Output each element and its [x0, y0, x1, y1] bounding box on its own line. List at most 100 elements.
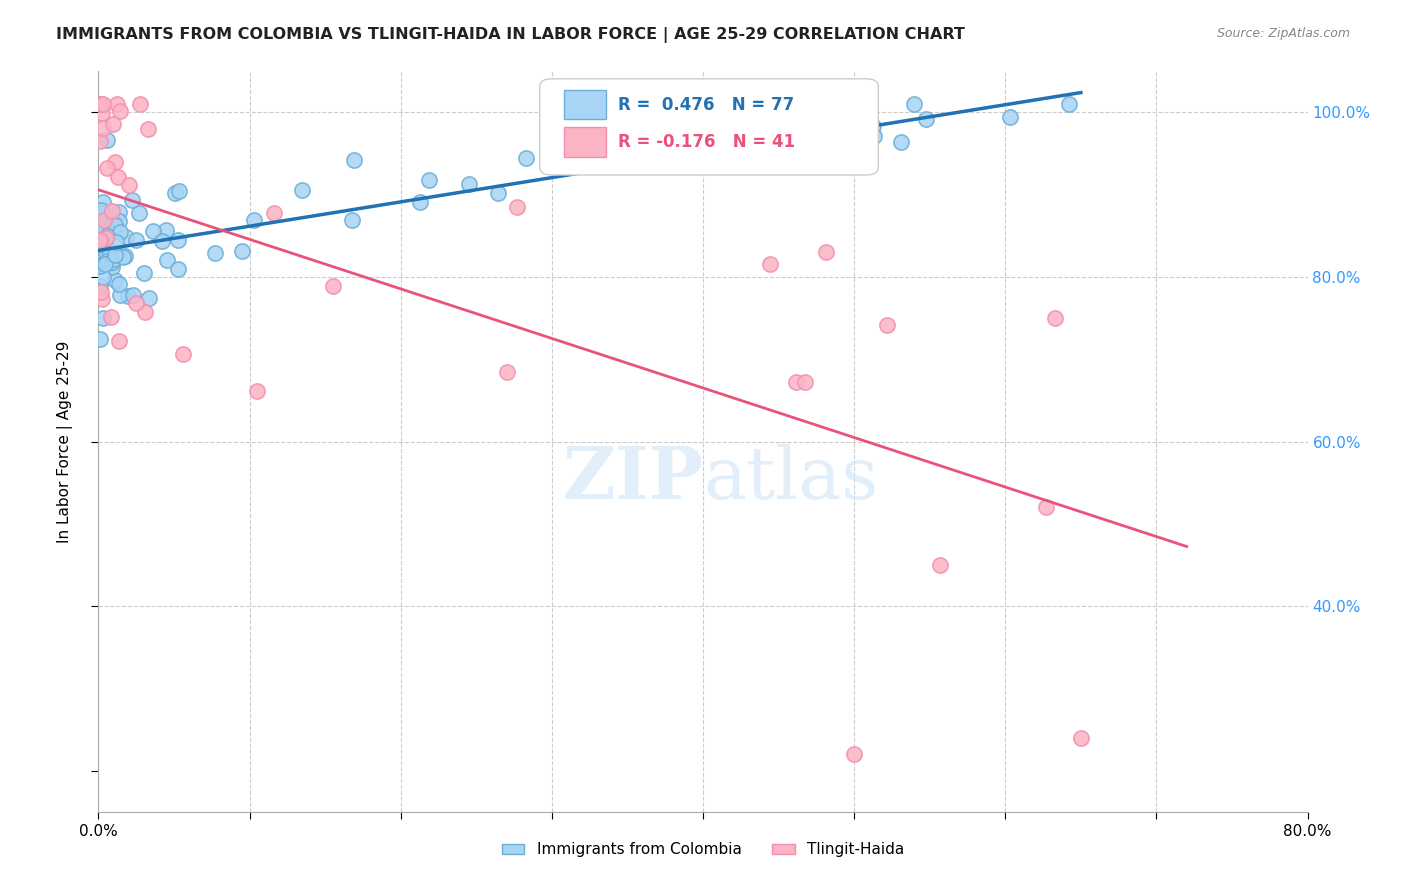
Immigrants from Colombia	[128, 206, 150, 220]
Immigrants from Colombia	[824, 107, 846, 121]
Immigrants from Colombia	[107, 249, 129, 263]
Tlingit-Haida	[89, 134, 111, 148]
Immigrants from Colombia	[108, 205, 131, 219]
Immigrants from Colombia	[166, 233, 188, 247]
Tlingit-Haida	[125, 295, 148, 310]
Immigrants from Colombia	[104, 248, 127, 262]
Tlingit-Haida	[107, 169, 129, 184]
Immigrants from Colombia	[903, 97, 925, 112]
Immigrants from Colombia	[863, 128, 886, 143]
Tlingit-Haida	[929, 558, 952, 572]
Immigrants from Colombia	[100, 255, 122, 269]
Tlingit-Haida	[89, 233, 111, 247]
Immigrants from Colombia	[100, 256, 122, 270]
Tlingit-Haida	[876, 318, 898, 332]
Legend: Immigrants from Colombia, Tlingit-Haida: Immigrants from Colombia, Tlingit-Haida	[495, 836, 911, 863]
Tlingit-Haida	[93, 97, 115, 112]
Immigrants from Colombia	[93, 270, 115, 285]
Text: atlas: atlas	[703, 443, 879, 514]
Tlingit-Haida	[94, 231, 117, 245]
Immigrants from Colombia	[90, 211, 112, 225]
Immigrants from Colombia	[458, 177, 481, 191]
Immigrants from Colombia	[115, 230, 138, 244]
Immigrants from Colombia	[91, 311, 114, 326]
Immigrants from Colombia	[89, 259, 111, 273]
Immigrants from Colombia	[104, 218, 127, 232]
Immigrants from Colombia	[862, 119, 884, 133]
Immigrants from Colombia	[90, 202, 112, 217]
Bar	[564, 90, 606, 120]
Tlingit-Haida	[91, 120, 114, 135]
Tlingit-Haida	[105, 97, 128, 112]
Immigrants from Colombia	[108, 288, 131, 302]
Tlingit-Haida	[101, 204, 124, 219]
Bar	[564, 127, 606, 156]
Immigrants from Colombia	[418, 173, 440, 187]
Immigrants from Colombia	[163, 186, 186, 201]
Immigrants from Colombia	[155, 222, 177, 236]
Tlingit-Haida	[506, 200, 529, 214]
Immigrants from Colombia	[167, 184, 190, 198]
Tlingit-Haida	[322, 278, 344, 293]
Tlingit-Haida	[1035, 500, 1057, 515]
Immigrants from Colombia	[340, 213, 363, 227]
Immigrants from Colombia	[108, 214, 131, 228]
Tlingit-Haida	[100, 310, 122, 324]
Tlingit-Haida	[128, 97, 150, 112]
Immigrants from Colombia	[101, 260, 124, 275]
Immigrants from Colombia	[91, 258, 114, 272]
Immigrants from Colombia	[122, 288, 145, 302]
Immigrants from Colombia	[108, 225, 131, 239]
Tlingit-Haida	[93, 213, 115, 227]
Tlingit-Haida	[89, 97, 111, 112]
Immigrants from Colombia	[125, 233, 148, 247]
Immigrants from Colombia	[291, 183, 314, 197]
Immigrants from Colombia	[156, 253, 179, 268]
Tlingit-Haida	[172, 347, 194, 361]
Immigrants from Colombia	[91, 251, 114, 265]
Tlingit-Haida	[108, 103, 131, 118]
Immigrants from Colombia	[804, 142, 827, 156]
Immigrants from Colombia	[132, 267, 155, 281]
Text: R =  0.476   N = 77: R = 0.476 N = 77	[619, 95, 794, 113]
Tlingit-Haida	[91, 106, 114, 120]
Immigrants from Colombia	[89, 279, 111, 293]
Immigrants from Colombia	[150, 234, 173, 248]
Immigrants from Colombia	[515, 151, 537, 165]
Immigrants from Colombia	[486, 186, 509, 200]
Immigrants from Colombia	[90, 223, 112, 237]
Immigrants from Colombia	[96, 254, 118, 268]
Tlingit-Haida	[246, 384, 269, 399]
Tlingit-Haida	[263, 205, 285, 219]
Immigrants from Colombia	[96, 133, 118, 147]
Immigrants from Colombia	[94, 257, 117, 271]
Text: ZIP: ZIP	[562, 443, 703, 514]
Immigrants from Colombia	[89, 236, 111, 251]
Text: Source: ZipAtlas.com: Source: ZipAtlas.com	[1216, 27, 1350, 40]
Text: R = -0.176   N = 41: R = -0.176 N = 41	[619, 133, 796, 151]
Tlingit-Haida	[101, 117, 124, 131]
Immigrants from Colombia	[105, 235, 128, 249]
Immigrants from Colombia	[108, 277, 131, 291]
Tlingit-Haida	[90, 97, 112, 112]
Immigrants from Colombia	[409, 194, 432, 209]
Immigrants from Colombia	[104, 272, 127, 286]
FancyBboxPatch shape	[540, 78, 879, 175]
Tlingit-Haida	[96, 161, 118, 175]
Tlingit-Haida	[118, 178, 141, 193]
Immigrants from Colombia	[114, 249, 136, 263]
Immigrants from Colombia	[89, 206, 111, 220]
Immigrants from Colombia	[343, 153, 366, 167]
Tlingit-Haida	[758, 257, 780, 271]
Immigrants from Colombia	[103, 252, 125, 266]
Tlingit-Haida	[496, 365, 519, 379]
Immigrants from Colombia	[121, 193, 143, 207]
Tlingit-Haida	[90, 293, 112, 307]
Immigrants from Colombia	[91, 233, 114, 247]
Tlingit-Haida	[1070, 731, 1092, 745]
Immigrants from Colombia	[655, 141, 678, 155]
Immigrants from Colombia	[96, 228, 118, 243]
Immigrants from Colombia	[117, 289, 139, 303]
Immigrants from Colombia	[89, 333, 111, 347]
Immigrants from Colombia	[91, 195, 114, 210]
